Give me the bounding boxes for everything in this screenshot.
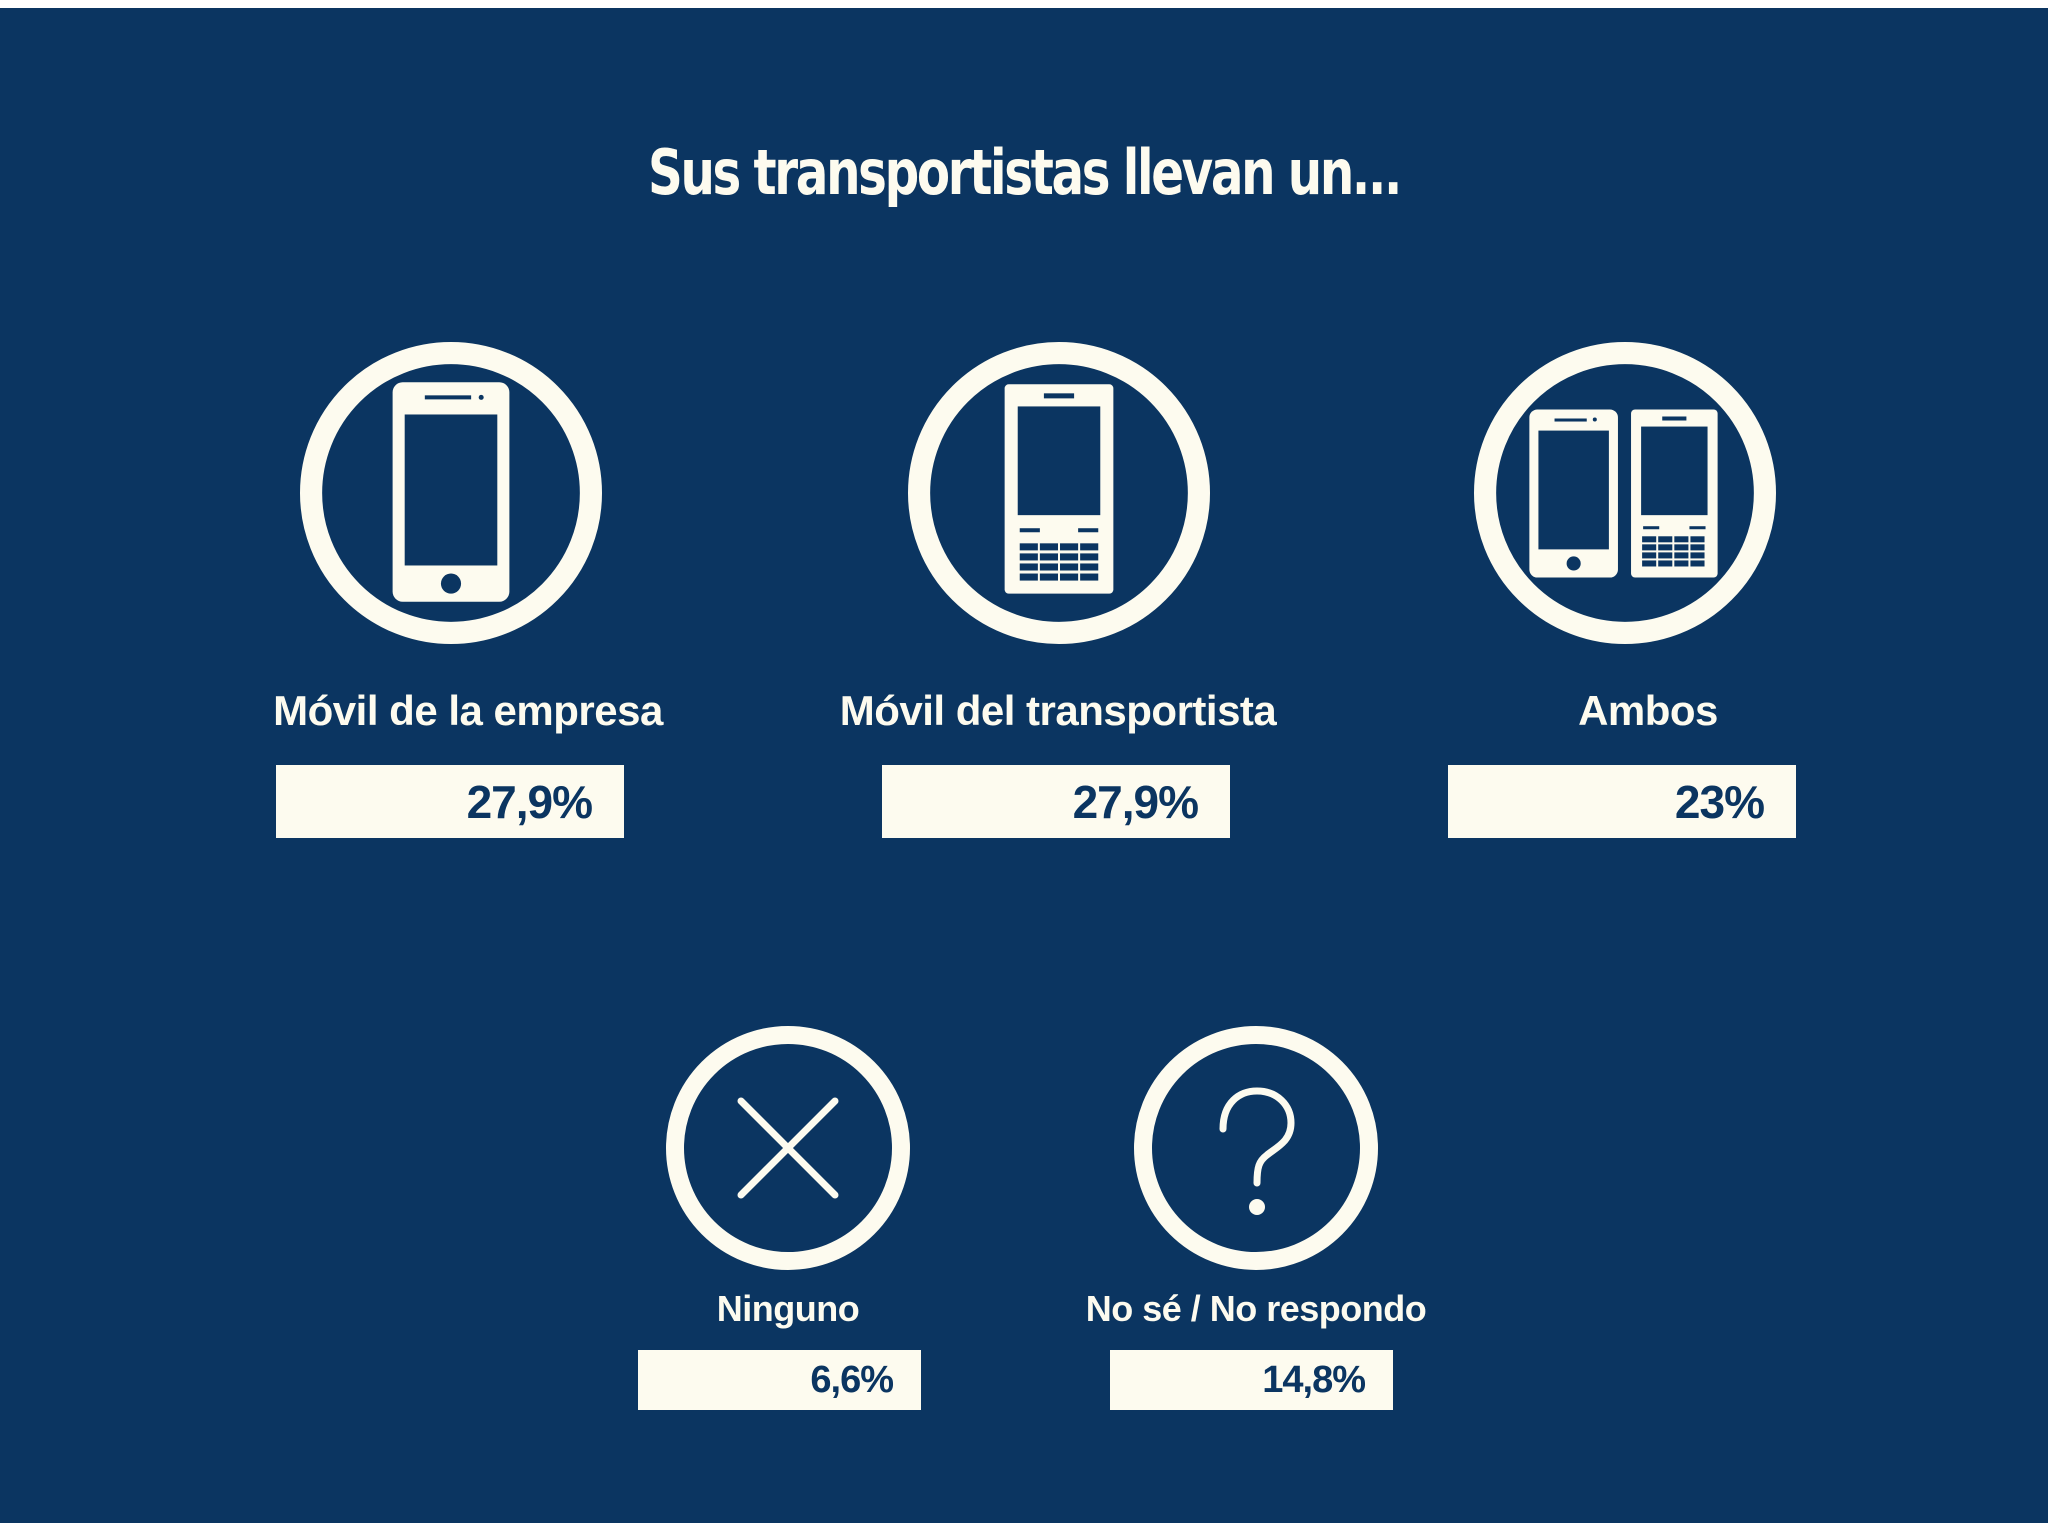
item-label: Móvil de la empresa	[273, 687, 663, 734]
item-label: Móvil del transportista	[839, 687, 1277, 734]
value-label: 6,6%	[810, 1358, 894, 1401]
both-phones-icon	[1474, 342, 1776, 644]
keypad-phone-icon	[908, 342, 1210, 644]
value-box: 27,9%	[882, 765, 1230, 838]
value-label: 27,9%	[466, 775, 593, 828]
infographic-panel: Sus transportistas llevan un... Móvil de…	[0, 8, 2048, 1523]
value-label: 23%	[1674, 775, 1765, 828]
value-label: 27,9%	[1072, 775, 1199, 828]
smartphone-icon	[300, 342, 602, 644]
value-box: 27,9%	[276, 765, 624, 838]
value-label: 14,8%	[1262, 1358, 1366, 1401]
x-icon	[666, 1026, 910, 1270]
item-label: Ambos	[1578, 687, 1718, 734]
value-box: 14,8%	[1110, 1350, 1393, 1410]
chart-title: Sus transportistas llevan un...	[647, 136, 1402, 209]
value-box: 23%	[1448, 765, 1796, 838]
item-label: No sé / No respondo	[1085, 1288, 1427, 1329]
item-label: Ninguno	[716, 1288, 860, 1329]
question-mark-icon	[1134, 1026, 1378, 1270]
value-box: 6,6%	[638, 1350, 921, 1410]
